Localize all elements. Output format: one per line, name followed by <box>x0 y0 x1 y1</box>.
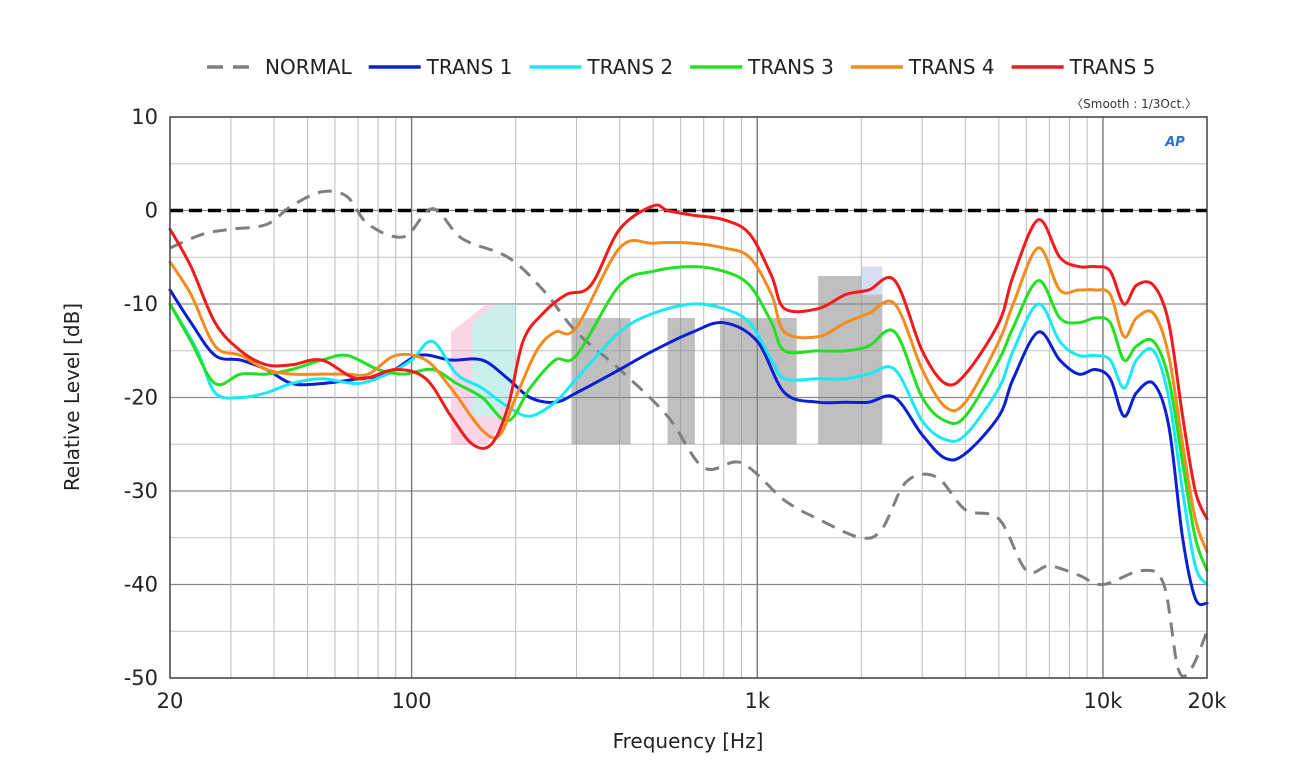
x-tick-label: 100 <box>392 689 432 713</box>
x-tick-label: 1k <box>745 689 771 713</box>
series-line-trans-5 <box>168 203 1209 521</box>
legend-label-trans-4: TRANS 4 <box>908 55 995 79</box>
series-line-trans-3 <box>168 265 1209 572</box>
ap-logo: AP <box>1164 135 1185 150</box>
legend-label-trans-3: TRANS 3 <box>747 55 834 79</box>
y-tick-label: -20 <box>124 386 158 410</box>
series-line-trans-4 <box>168 238 1209 554</box>
series-line-trans-2 <box>168 302 1209 586</box>
watermark-logo <box>450 266 883 445</box>
x-tick-label: 10k <box>1083 689 1123 713</box>
smoothing-note: 〈Smooth : 1/3Oct.〉 <box>1071 97 1197 111</box>
watermark-shape <box>719 318 797 445</box>
legend-label-normal: NORMAL <box>265 55 353 79</box>
legend-label-trans-1: TRANS 1 <box>426 55 513 79</box>
y-tick-label: -30 <box>124 479 158 503</box>
legend-label-trans-5: TRANS 5 <box>1069 55 1156 79</box>
x-axis-title: Frequency [Hz] <box>613 729 764 753</box>
y-tick-label: -50 <box>124 666 158 690</box>
legend: NORMAL TRANS 1 TRANS 2 TRANS 3 TRANS 4 TRANS … <box>207 55 1155 79</box>
series-group <box>168 189 1209 678</box>
legend-label-trans-2: TRANS 2 <box>586 55 673 79</box>
y-tick-label: -10 <box>124 292 158 316</box>
series-line-normal <box>169 189 1209 678</box>
x-tick-label: 20k <box>1188 689 1228 713</box>
plot-frame <box>169 116 1208 679</box>
watermark-shape <box>818 275 883 445</box>
y-tick-label: 0 <box>145 199 158 223</box>
x-tick-label: 20 <box>157 689 184 713</box>
watermark-shape <box>861 266 883 295</box>
y-tick-labels: 10 0 -10 -20 -30 -40 -50 <box>124 105 158 690</box>
y-tick-label: -40 <box>124 573 158 597</box>
x-tick-labels: 20 100 1k 10k 20k <box>157 689 1228 713</box>
y-tick-label: 10 <box>131 105 158 129</box>
y-axis-title: Relative Level [dB] <box>60 303 84 491</box>
